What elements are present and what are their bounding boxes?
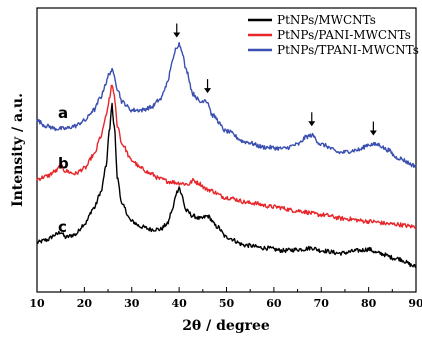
series-line-1	[36, 84, 417, 230]
peak-arrow-3	[369, 121, 377, 136]
y-axis-title: Intensity / a.u.	[10, 93, 26, 207]
curve-labels: c b a	[58, 104, 69, 236]
legend-label-0: PtNPs/MWCNTs	[277, 13, 376, 27]
x-axis-title: 2θ / degree	[182, 318, 270, 334]
x-tick-label-6: 70	[314, 297, 330, 310]
legend-label-2: PtNPs/TPANI-MWCNTs	[277, 43, 419, 57]
legend: PtNPs/MWCNTsPtNPs/PANI-MWCNTsPtNPs/TPANI…	[248, 13, 419, 57]
x-tick-label-4: 50	[219, 297, 235, 310]
legend-label-1: PtNPs/PANI-MWCNTs	[277, 28, 411, 42]
x-tick-label-1: 20	[77, 297, 93, 310]
series-line-0	[36, 102, 417, 268]
x-tick-label-3: 40	[171, 297, 187, 310]
legend-entry-0: PtNPs/MWCNTs	[248, 13, 376, 27]
curve-label-a: a	[58, 104, 68, 122]
x-tick-label-8: 90	[408, 297, 422, 310]
series-line-2	[36, 41, 417, 169]
legend-entry-1: PtNPs/PANI-MWCNTs	[248, 28, 411, 42]
curve-label-c: c	[58, 218, 67, 236]
x-tick-label-7: 80	[361, 297, 377, 310]
legend-entry-2: PtNPs/TPANI-MWCNTs	[248, 43, 419, 57]
peak-arrow-1	[204, 79, 212, 94]
x-tick-label-0: 10	[29, 297, 45, 310]
series-curves	[36, 41, 417, 268]
peak-arrow-2	[308, 112, 316, 127]
peak-arrows	[173, 23, 377, 136]
x-tick-label-2: 30	[124, 297, 140, 310]
peak-arrow-0	[173, 23, 181, 38]
x-tick-label-5: 60	[266, 297, 282, 310]
curve-label-b: b	[58, 154, 69, 172]
x-axis-ticks: 10 20 30 40 50 60 70 80 90	[29, 287, 422, 310]
